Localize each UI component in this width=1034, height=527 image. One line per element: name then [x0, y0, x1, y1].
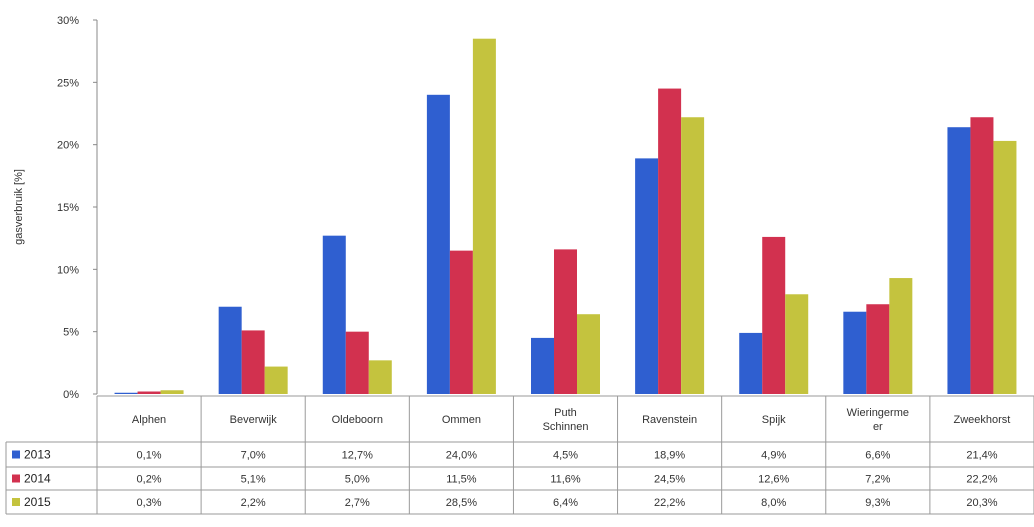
- data-cell: 18,9%: [654, 450, 685, 462]
- data-cell: 4,5%: [553, 450, 578, 462]
- data-cell: 6,4%: [553, 497, 578, 509]
- category-label: Ravenstein: [642, 414, 697, 426]
- data-cell: 0,1%: [137, 450, 162, 462]
- legend-key-2013: [12, 450, 20, 459]
- data-cell: 21,4%: [966, 450, 997, 462]
- data-cell: 9,3%: [865, 497, 890, 509]
- bar-2014-1: [241, 330, 265, 394]
- bar-2015-8: [993, 140, 1017, 394]
- y-tick-label: 0%: [63, 389, 79, 401]
- y-tick-label: 25%: [57, 77, 79, 89]
- data-cell: 28,5%: [446, 497, 477, 509]
- data-cell: 0,2%: [137, 474, 162, 486]
- bar-2014-5: [658, 88, 682, 395]
- data-cell: 11,6%: [550, 474, 581, 486]
- bar-2015-2: [368, 360, 392, 394]
- category-label: Wieringerme: [847, 407, 909, 419]
- data-cell: 8,0%: [761, 497, 786, 509]
- y-tick-label: 30%: [57, 15, 79, 27]
- category-label: Alphen: [132, 414, 166, 426]
- bar-2014-7: [866, 304, 890, 394]
- bar-2013-7: [843, 311, 867, 394]
- legend-key-2015: [12, 498, 20, 506]
- category-label: Zweekhorst: [954, 414, 1011, 426]
- y-tick-label: 20%: [57, 140, 79, 152]
- category-label: er: [873, 421, 883, 433]
- data-cell: 12,7%: [342, 450, 373, 462]
- data-cell: 7,2%: [865, 474, 890, 486]
- bar-2015-3: [472, 38, 496, 394]
- bar-2015-7: [889, 278, 913, 394]
- bar-2015-6: [785, 294, 809, 394]
- category-label: Oldeboorn: [332, 414, 383, 426]
- legend-label: 2014: [24, 472, 51, 486]
- legend-label: 2015: [24, 495, 51, 509]
- bar-2015-1: [264, 366, 288, 394]
- data-cell: 2,2%: [241, 497, 266, 509]
- bar-2015-5: [681, 117, 705, 395]
- bar-2013-2: [322, 235, 346, 394]
- data-cell: 6,6%: [865, 450, 890, 462]
- legend-key-2014: [12, 474, 20, 483]
- data-cell: 4,9%: [761, 450, 786, 462]
- data-cell: 7,0%: [241, 450, 266, 462]
- category-label: Schinnen: [543, 421, 589, 433]
- bar-2013-1: [218, 306, 242, 394]
- bar-2013-3: [426, 94, 450, 395]
- y-tick-label: 10%: [57, 264, 79, 276]
- bar-2013-4: [531, 337, 554, 394]
- y-tick-label: 15%: [57, 202, 79, 214]
- category-label: Ommen: [442, 414, 481, 426]
- data-cell: 22,2%: [654, 497, 685, 509]
- category-label: Puth: [554, 407, 577, 419]
- bar-2014-8: [970, 117, 994, 395]
- data-cell: 22,2%: [966, 474, 997, 486]
- data-cell: 11,5%: [446, 474, 477, 486]
- bar-2015-0: [160, 390, 184, 394]
- y-axis-title: gasverbruik [%]: [13, 169, 25, 245]
- bar-2015-4: [577, 314, 600, 394]
- category-label: Beverwijk: [230, 414, 278, 426]
- y-tick-label: 5%: [63, 327, 79, 339]
- bar-2013-5: [635, 158, 659, 394]
- data-cell: 2,7%: [345, 497, 370, 509]
- data-cell: 5,0%: [345, 474, 370, 486]
- category-label: Spijk: [762, 414, 786, 426]
- bar-2014-4: [554, 249, 577, 394]
- bar-2013-0: [114, 392, 138, 394]
- bar-2014-0: [137, 391, 161, 394]
- bar-2013-8: [947, 127, 971, 395]
- data-cell: 5,1%: [241, 474, 266, 486]
- data-cell: 12,6%: [758, 474, 789, 486]
- data-cell: 20,3%: [966, 497, 997, 509]
- bar-2014-6: [762, 236, 786, 394]
- legend-label: 2013: [24, 448, 51, 462]
- data-cell: 0,3%: [137, 497, 162, 509]
- bar-2013-6: [739, 332, 763, 394]
- bar-2014-2: [345, 331, 369, 394]
- data-cell: 24,0%: [446, 450, 477, 462]
- bar-2014-3: [449, 250, 473, 394]
- data-cell: 24,5%: [654, 474, 685, 486]
